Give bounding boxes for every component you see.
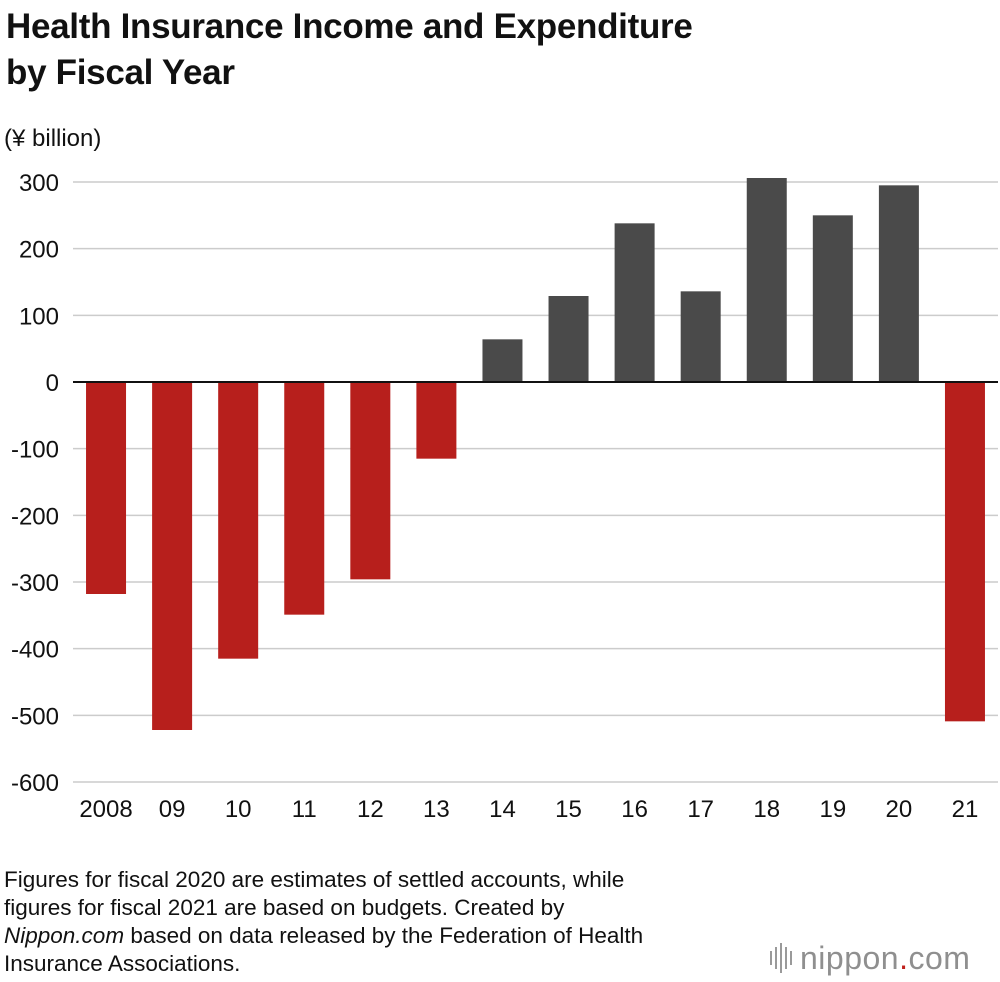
x-tick-label: 10 [225,796,252,823]
logo-name: nippon [800,939,900,976]
y-tick-label: -100 [11,437,59,464]
y-tick-label: 100 [19,303,59,330]
nippon-logo: nippon.com [770,938,970,978]
x-tick-label: 14 [489,796,516,823]
x-tick-label: 12 [357,796,384,823]
x-tick-label: 13 [423,796,450,823]
x-tick-label: 18 [753,796,780,823]
bar-12 [350,382,391,580]
y-tick-label: -600 [11,770,59,797]
bar-16 [614,223,655,382]
logo-suffix: com [908,939,971,976]
y-tick-label: 300 [19,170,59,197]
y-tick-label: -300 [11,570,59,597]
x-tick-label: 20 [886,796,913,823]
logo-text: nippon.com [800,940,970,977]
bar-21 [944,382,985,722]
footnote-line3: based on data released by the Federation… [124,923,644,948]
chart-title-line1: Health Insurance Income and Expenditure [6,7,693,46]
bar-09 [152,382,193,730]
footnote-source-name: Nippon.com [4,923,125,948]
x-tick-label: 09 [159,796,186,823]
x-tick-label: 2008 [79,796,132,823]
sound-bars-icon [770,943,792,973]
y-axis-unit-label: (¥ billion) [4,125,102,152]
x-tick-label: 17 [687,796,714,823]
bar-13 [416,382,457,459]
y-tick-label: 200 [19,237,59,264]
footnote: Figures for fiscal 2020 are estimates of… [4,866,734,978]
bar-10 [218,382,259,659]
bar-18 [746,178,787,382]
footnote-line1: Figures for fiscal 2020 are estimates of… [4,867,625,892]
bar-chart: 300 200 100 0 -100 -200 -300 -400 -500 -600 2008 0… [11,170,998,823]
x-tick-label: 11 [292,796,317,823]
y-tick-label: -500 [11,703,59,730]
x-axis-ticks: 2008 09 10 11 12 13 14 15 16 17 18 19 20 21 [79,796,978,823]
chart-title-line2: by Fiscal Year [6,53,235,92]
bar-15 [548,296,589,382]
bar-19 [812,215,853,382]
chart-title: Health Insurance Income and Expenditure … [6,4,693,96]
bar-2008 [86,382,127,594]
footnote-line4: Insurance Associations. [4,951,241,976]
y-tick-label: -200 [11,503,59,530]
x-tick-label: 21 [952,796,979,823]
y-tick-label: 0 [46,370,59,397]
y-axis-ticks: 300 200 100 0 -100 -200 -300 -400 -500 -600 [11,170,59,797]
bar-17 [680,291,721,382]
bar-20 [878,185,919,382]
x-tick-label: 16 [621,796,648,823]
x-tick-label: 15 [555,796,582,823]
bar-14 [482,339,523,382]
grid-lines [73,181,998,783]
bars [86,178,985,730]
bar-11 [284,382,325,615]
logo-dot: . [899,939,909,976]
x-tick-label: 19 [819,796,846,823]
y-tick-label: -400 [11,637,59,664]
footnote-line2: figures for fiscal 2021 are based on bud… [4,895,565,920]
